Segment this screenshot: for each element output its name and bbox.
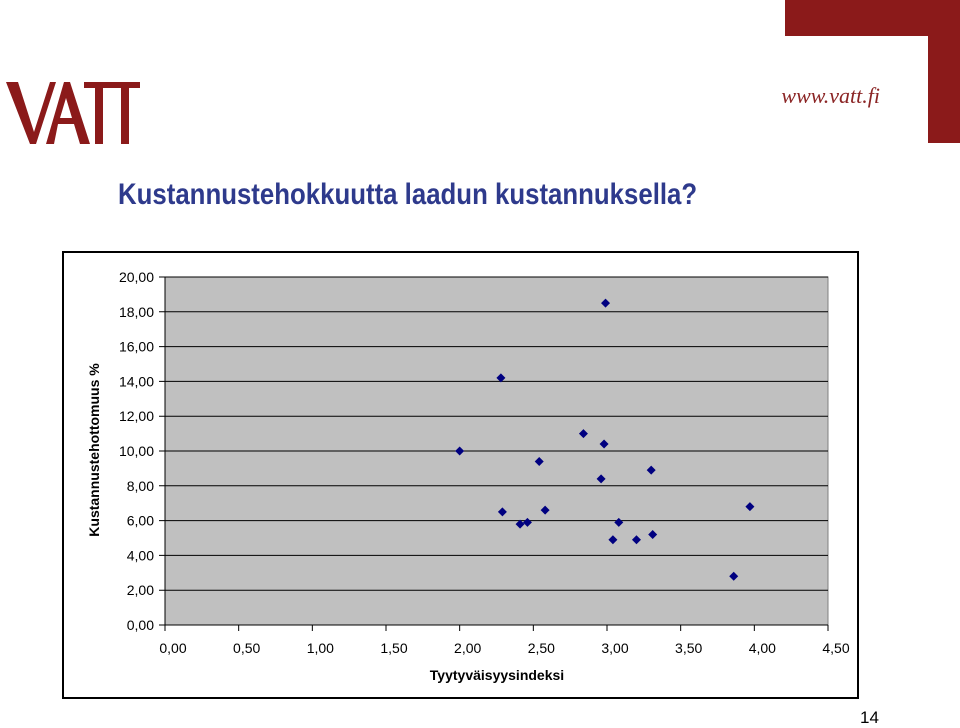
y-tick-label: 0,00 bbox=[127, 617, 154, 633]
data-point bbox=[599, 439, 609, 449]
data-point bbox=[497, 507, 507, 517]
slide-title: Kustannustehokkuutta laadun kustannuksel… bbox=[118, 178, 698, 211]
x-axis-ticks: 0,00 0,50 1,00 1,50 2,00 2,50 3,00 3,50 4,00 4,50 bbox=[159, 625, 850, 656]
y-axis-ticks: 0,00 2,00 4,00 6,00 8,00 10,00 12,00 14,00 16,00… bbox=[119, 269, 154, 633]
vatt-logo bbox=[6, 82, 140, 144]
data-point bbox=[646, 465, 656, 475]
x-axis-label: Tyytyväisyysindeksi bbox=[430, 667, 564, 683]
data-point bbox=[522, 517, 532, 527]
x-tick-label: 1,00 bbox=[307, 640, 334, 656]
data-point bbox=[601, 298, 611, 308]
y-tick-label: 12,00 bbox=[119, 408, 154, 424]
data-point bbox=[496, 373, 506, 383]
x-tick-label: 4,00 bbox=[749, 640, 776, 656]
x-tick-label: 3,50 bbox=[675, 640, 702, 656]
data-point bbox=[455, 446, 465, 456]
x-tick-label: 1,50 bbox=[380, 640, 407, 656]
gridlines bbox=[159, 276, 828, 631]
data-point bbox=[631, 535, 641, 545]
data-point bbox=[608, 535, 618, 545]
data-point bbox=[515, 519, 525, 529]
corner-decoration-vertical bbox=[928, 0, 960, 143]
x-tick-label: 0,00 bbox=[159, 640, 186, 656]
y-tick-label: 18,00 bbox=[119, 304, 154, 320]
y-tick-label: 16,00 bbox=[119, 339, 154, 355]
data-points bbox=[455, 298, 755, 581]
y-tick-label: 6,00 bbox=[127, 513, 154, 529]
y-tick-label: 4,00 bbox=[127, 547, 154, 563]
y-tick-label: 14,00 bbox=[119, 373, 154, 389]
y-tick-label: 10,00 bbox=[119, 443, 154, 459]
x-tick-label: 4,50 bbox=[822, 640, 849, 656]
x-tick-label: 3,00 bbox=[601, 640, 628, 656]
data-point bbox=[596, 474, 606, 484]
y-axis-label: Kustannustehottomuus % bbox=[86, 363, 102, 537]
data-point bbox=[729, 571, 739, 581]
data-point bbox=[614, 517, 624, 527]
data-point bbox=[534, 456, 544, 466]
data-point bbox=[578, 429, 588, 439]
data-point bbox=[745, 502, 755, 512]
x-tick-label: 2,50 bbox=[528, 640, 555, 656]
page-number: 14 bbox=[860, 708, 879, 727]
y-tick-label: 8,00 bbox=[127, 478, 154, 494]
y-tick-label: 20,00 bbox=[119, 269, 154, 285]
website-link[interactable]: www.vatt.fi bbox=[781, 83, 880, 108]
x-tick-label: 2,00 bbox=[454, 640, 481, 656]
y-tick-label: 2,00 bbox=[127, 582, 154, 598]
x-tick-label: 0,50 bbox=[233, 640, 260, 656]
data-point bbox=[540, 505, 550, 515]
data-point bbox=[648, 530, 658, 540]
